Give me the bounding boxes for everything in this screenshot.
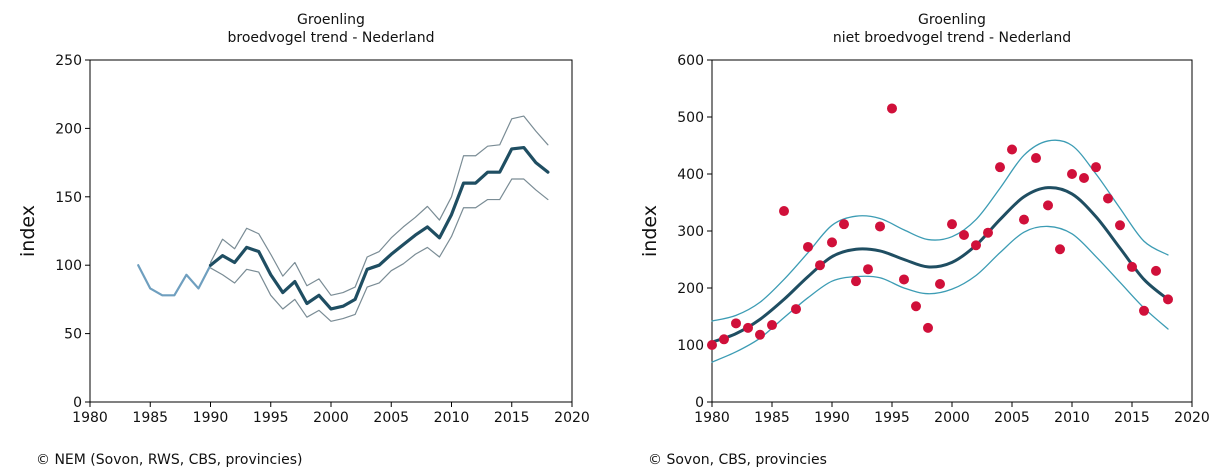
x-tick-label: 2005	[994, 410, 1030, 426]
data-point	[947, 219, 957, 230]
plot-frame	[89, 59, 573, 403]
data-point	[731, 318, 741, 329]
non-breeding-trend-chart: Groenling niet broedvogel trend - Nederla…	[639, 12, 1210, 426]
y-tick-label: 50	[64, 327, 82, 343]
data-point	[887, 103, 897, 114]
x-tick-label: 1985	[754, 410, 790, 426]
x-tick-label: 2000	[313, 410, 349, 426]
chart-title: Groenling	[918, 12, 986, 28]
data-point	[851, 276, 861, 287]
y-tick-label: 100	[55, 258, 82, 274]
data-point	[767, 320, 777, 331]
x-tick-label: 1985	[132, 410, 168, 426]
data-point	[839, 219, 849, 230]
y-tick-label: 100	[677, 338, 704, 354]
data-point	[875, 221, 885, 232]
data-point	[923, 322, 933, 333]
data-point	[1163, 294, 1173, 305]
x-tick-label: 2000	[934, 410, 970, 426]
data-point	[755, 329, 765, 340]
chart-title: Groenling	[297, 12, 365, 28]
x-tick-label: 1990	[814, 410, 850, 426]
x-tick-label: 2020	[554, 410, 590, 426]
data-point	[1007, 144, 1017, 155]
y-tick-label: 300	[677, 224, 704, 240]
data-point	[1115, 220, 1125, 231]
data-point	[707, 340, 717, 350]
x-tick-label: 2015	[494, 410, 530, 426]
y-tick-label: 0	[695, 395, 704, 411]
y-tick-label: 0	[73, 395, 82, 411]
series-index-line	[208, 145, 550, 311]
x-tick-label: 1990	[193, 410, 229, 426]
data-point	[935, 279, 945, 290]
x-tick-label: 1995	[874, 410, 910, 426]
x-tick-label: 2010	[434, 410, 470, 426]
data-point	[971, 240, 981, 251]
data-point	[899, 274, 909, 285]
data-point	[743, 322, 753, 333]
data-point	[1055, 244, 1065, 255]
plot-frame	[711, 59, 1193, 403]
y-tick-label: 150	[55, 190, 82, 206]
x-tick-label: 2020	[1174, 410, 1210, 426]
data-point	[827, 237, 837, 248]
data-point	[1031, 153, 1041, 164]
x-tick-label: 1980	[72, 410, 108, 426]
data-point	[1103, 193, 1113, 204]
x-tick-label: 2010	[1054, 410, 1090, 426]
data-point	[803, 241, 813, 252]
data-point	[995, 162, 1005, 173]
series-trend-line	[710, 186, 1170, 344]
y-axis-label: index	[17, 205, 39, 257]
y-tick-label: 400	[677, 167, 704, 183]
data-point	[815, 260, 825, 271]
data-point	[1091, 162, 1101, 173]
data-point	[791, 304, 801, 315]
data-point	[1019, 214, 1029, 225]
y-tick-label: 600	[677, 53, 704, 69]
data-point	[779, 206, 789, 217]
series-lower-line	[711, 225, 1169, 363]
y-axis-label: index	[639, 205, 661, 257]
data-point	[959, 229, 969, 240]
chart-subtitle: niet broedvogel trend - Nederland	[833, 30, 1071, 46]
x-tick-label: 2005	[373, 410, 409, 426]
data-point	[1079, 172, 1089, 183]
series-lower-line	[209, 178, 549, 322]
data-point	[1127, 261, 1137, 272]
series-index-early-line	[137, 264, 212, 297]
chart-subtitle: broedvogel trend - Nederland	[228, 30, 435, 46]
data-point	[719, 334, 729, 345]
y-tick-label: 500	[677, 110, 704, 126]
series-upper-line	[209, 115, 549, 296]
y-tick-label: 200	[677, 281, 704, 297]
breeding-trend-chart: Groenling broedvogel trend - Nederland ind…	[17, 12, 590, 426]
data-point	[863, 264, 873, 275]
data-point	[983, 227, 993, 238]
x-tick-label: 1980	[694, 410, 730, 426]
y-tick-label: 200	[55, 121, 82, 137]
data-point	[911, 301, 921, 312]
x-tick-label: 1995	[253, 410, 289, 426]
data-point	[1139, 305, 1149, 316]
data-point	[1151, 265, 1161, 276]
credit-right: © Sovon, CBS, provincies	[648, 452, 827, 468]
credit-left: © NEM (Sovon, RWS, CBS, provincies)	[36, 452, 303, 468]
data-point	[1043, 200, 1053, 211]
y-tick-label: 250	[55, 53, 82, 69]
data-point	[1067, 169, 1077, 179]
x-tick-label: 2015	[1114, 410, 1150, 426]
